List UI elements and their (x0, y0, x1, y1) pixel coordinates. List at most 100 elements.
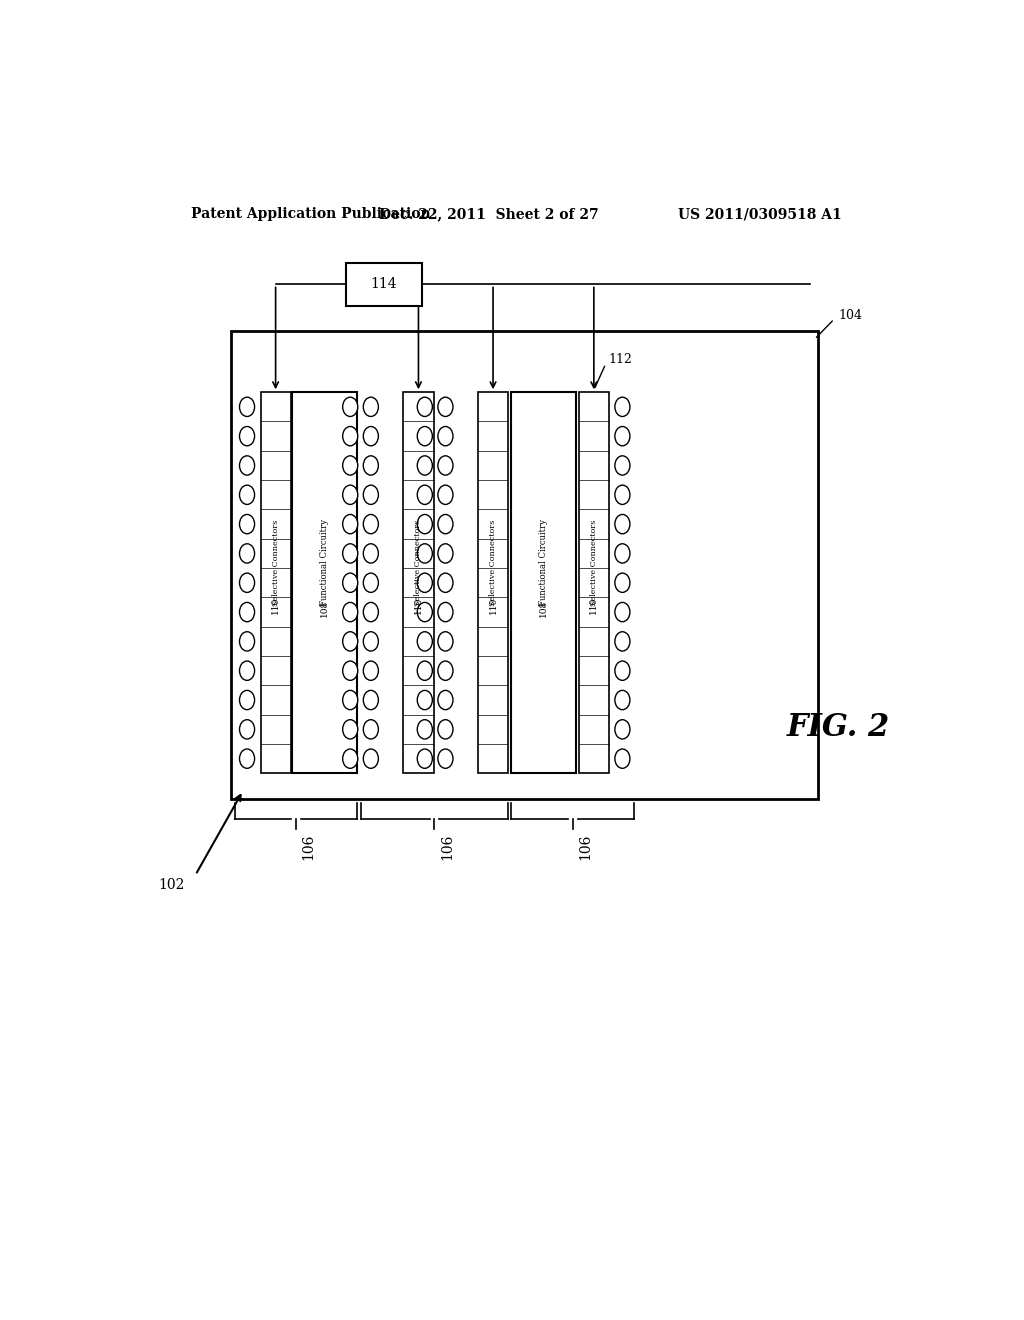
Text: 108: 108 (540, 599, 548, 616)
Bar (511, 392, 577, 774)
Circle shape (417, 426, 432, 446)
Circle shape (240, 544, 255, 564)
Text: Functional Circuitry: Functional Circuitry (321, 519, 330, 606)
Circle shape (614, 426, 630, 446)
Circle shape (240, 690, 255, 710)
Circle shape (343, 426, 357, 446)
Bar (579, 392, 609, 774)
Circle shape (417, 661, 432, 680)
Text: 106: 106 (302, 833, 315, 859)
Circle shape (438, 573, 453, 593)
Circle shape (417, 602, 432, 622)
Circle shape (240, 602, 255, 622)
Circle shape (614, 455, 630, 475)
Text: Selective Connectors: Selective Connectors (590, 519, 598, 606)
Text: Selective Connectors: Selective Connectors (489, 519, 497, 606)
Circle shape (343, 690, 357, 710)
Circle shape (364, 573, 379, 593)
Circle shape (364, 486, 379, 504)
Circle shape (614, 486, 630, 504)
Circle shape (438, 486, 453, 504)
Circle shape (438, 455, 453, 475)
Circle shape (343, 455, 357, 475)
Circle shape (438, 719, 453, 739)
Circle shape (438, 661, 453, 680)
Bar (260, 392, 291, 774)
Bar (478, 392, 508, 774)
Circle shape (240, 426, 255, 446)
Text: 110: 110 (590, 597, 598, 614)
Circle shape (364, 632, 379, 651)
Circle shape (614, 661, 630, 680)
Circle shape (438, 544, 453, 564)
Circle shape (417, 486, 432, 504)
Text: 106: 106 (440, 833, 454, 859)
Circle shape (614, 573, 630, 593)
Bar (346, 263, 422, 306)
Circle shape (417, 455, 432, 475)
Circle shape (417, 397, 432, 417)
Circle shape (343, 602, 357, 622)
Text: 108: 108 (321, 599, 330, 616)
Text: Functional Circuitry: Functional Circuitry (540, 519, 548, 606)
Circle shape (240, 397, 255, 417)
Circle shape (364, 602, 379, 622)
Circle shape (364, 690, 379, 710)
Circle shape (364, 397, 379, 417)
Circle shape (438, 397, 453, 417)
Text: 110: 110 (414, 597, 423, 614)
Circle shape (343, 748, 357, 768)
Circle shape (364, 544, 379, 564)
Text: 104: 104 (839, 309, 862, 322)
Circle shape (343, 719, 357, 739)
Circle shape (240, 748, 255, 768)
Circle shape (417, 748, 432, 768)
Circle shape (614, 515, 630, 533)
Circle shape (614, 397, 630, 417)
Circle shape (417, 632, 432, 651)
Circle shape (343, 544, 357, 564)
Circle shape (417, 719, 432, 739)
Circle shape (343, 397, 357, 417)
Text: US 2011/0309518 A1: US 2011/0309518 A1 (679, 207, 842, 222)
Circle shape (438, 632, 453, 651)
Text: 112: 112 (608, 354, 632, 366)
Circle shape (240, 486, 255, 504)
Circle shape (417, 515, 432, 533)
Circle shape (364, 661, 379, 680)
Text: Selective Connectors: Selective Connectors (271, 519, 280, 606)
Circle shape (614, 690, 630, 710)
Circle shape (438, 748, 453, 768)
Bar (231, 331, 818, 799)
Text: 102: 102 (159, 878, 185, 892)
Circle shape (438, 515, 453, 533)
Circle shape (364, 455, 379, 475)
Text: 110: 110 (271, 597, 281, 614)
Circle shape (343, 661, 357, 680)
Circle shape (343, 486, 357, 504)
Circle shape (343, 632, 357, 651)
Circle shape (343, 573, 357, 593)
Circle shape (364, 719, 379, 739)
Circle shape (364, 426, 379, 446)
Circle shape (438, 426, 453, 446)
Circle shape (438, 690, 453, 710)
Circle shape (364, 748, 379, 768)
Text: Selective Connectors: Selective Connectors (415, 519, 423, 606)
Bar (403, 392, 433, 774)
Circle shape (343, 515, 357, 533)
Circle shape (614, 748, 630, 768)
Text: Dec. 22, 2011  Sheet 2 of 27: Dec. 22, 2011 Sheet 2 of 27 (379, 207, 599, 222)
Text: 114: 114 (371, 277, 397, 292)
Text: 106: 106 (579, 833, 592, 859)
Circle shape (417, 573, 432, 593)
Circle shape (240, 719, 255, 739)
Circle shape (614, 632, 630, 651)
Circle shape (417, 690, 432, 710)
Circle shape (240, 573, 255, 593)
Circle shape (240, 661, 255, 680)
Circle shape (614, 719, 630, 739)
Circle shape (240, 632, 255, 651)
Bar (292, 392, 357, 774)
Text: 110: 110 (488, 597, 498, 614)
